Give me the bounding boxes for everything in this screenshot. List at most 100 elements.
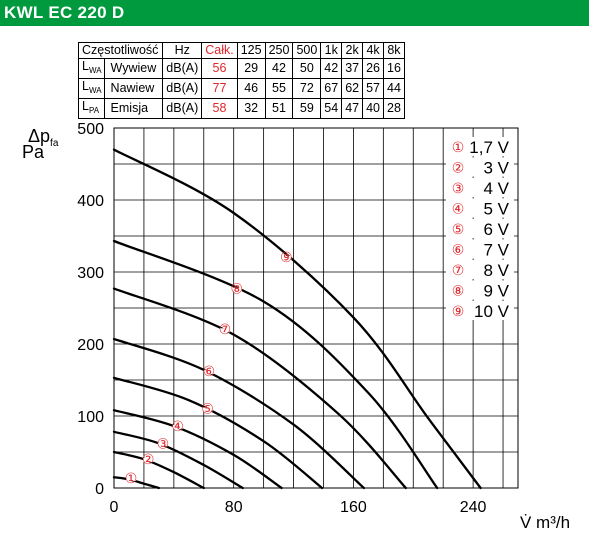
symbol-subscript: WA (88, 66, 102, 75)
series-marker-label: ① (125, 471, 138, 487)
axis-ticks: 0 100 200 300 400 500 0 80 160 240 (77, 121, 486, 516)
y-axis-unit: Pa (22, 142, 45, 162)
legend-marker: ⑤ (452, 222, 465, 238)
y-tick-label: 500 (77, 121, 104, 138)
table-cell: 44 (383, 78, 405, 99)
marker-backdrop (157, 442, 168, 447)
table-cell: 51 (264, 98, 294, 119)
series-curve (112, 430, 244, 490)
legend-backdrop (446, 280, 514, 300)
x-tick-label: 240 (460, 499, 487, 516)
series-marker-label: ④ (171, 419, 184, 435)
marker-backdrop (219, 328, 230, 333)
series-curve (112, 239, 439, 490)
symbol-text: L (82, 59, 89, 73)
legend-marker: ③ (452, 181, 465, 197)
legend-label: 9 V (483, 282, 509, 301)
symbol-text: L (82, 79, 89, 93)
marker-backdrop (143, 458, 154, 463)
legend-backdrop (446, 301, 514, 320)
y-tick-label: 0 (95, 481, 104, 498)
legend: ① 1,7 V② 3 V ③ 4 V ④ 5 V ⑤ 6 V ⑥ 7 V ⑦ 8 V ⑧ 9 V ⑨ 10 V (446, 137, 514, 321)
legend-label: 10 V (474, 302, 510, 321)
legend-backdrop (446, 239, 514, 259)
table-cell: 28 (383, 98, 405, 119)
table-cell: 32 (236, 98, 266, 119)
noise-table: Częstotliwość Hz Całk. 125 250 500 1k 2k… (77, 42, 405, 119)
table-cell: 62 (341, 78, 364, 99)
legend-marker: ⑦ (452, 263, 465, 279)
y-axis-label: Δpfa (28, 126, 59, 149)
marker-backdrop (202, 407, 213, 412)
table-cell: 54 (320, 98, 343, 119)
series-curve (112, 148, 482, 490)
y-tick-label: 200 (77, 337, 104, 354)
legend-marker: ④ (452, 202, 465, 218)
y-axis-label-text: Δp (28, 126, 50, 146)
legend-marker: ⑨ (452, 304, 465, 320)
legend-backdrop (446, 260, 514, 279)
symbol-subscript: WA (88, 86, 102, 95)
marker-backdrop (172, 424, 183, 429)
series-marker-label: ⑧ (231, 282, 244, 298)
table-cell: 40 (362, 98, 385, 119)
series-marker-label: ⑥ (203, 364, 216, 380)
y-axis-label-sub: fa (50, 138, 59, 149)
legend-backdrop (446, 178, 514, 197)
x-tick-label: 80 (225, 499, 243, 516)
table-cell-total: 77 (201, 78, 238, 99)
y-tick-label: 300 (77, 265, 104, 282)
page-title: KWL EC 220 D (4, 3, 125, 22)
series-curve (112, 287, 407, 490)
legend-backdrop (446, 137, 514, 156)
table-header-cell: 4k (362, 42, 385, 59)
legend-marker: ⑧ (452, 284, 465, 300)
legend-label: 7 V (483, 241, 509, 260)
table-cell: 59 (292, 98, 322, 119)
table-cell: 26 (362, 58, 385, 79)
table-header-cell: 2k (341, 42, 364, 59)
symbol-text: L (82, 99, 89, 113)
legend-label: 6 V (483, 220, 509, 239)
table-cell: 29 (236, 58, 266, 79)
legend-backdrop (446, 219, 514, 238)
series-curve (112, 476, 161, 490)
series-marker-label: ⑨ (280, 250, 293, 266)
legend-label: 5 V (483, 200, 509, 219)
marker-backdrop (203, 370, 214, 375)
table-cell: 67 (320, 78, 343, 99)
marker-backdrop (281, 255, 292, 260)
axis-labels: Δpfa Pa V̇ m³/h (22, 126, 570, 532)
table-header-row: Częstotliwość Hz Całk. 125 250 500 1k 2k… (77, 42, 405, 59)
legend-backdrop (446, 198, 514, 218)
series-marker-label: ③ (157, 436, 170, 452)
title-bar: KWL EC 220 D (0, 0, 589, 26)
series-curve (112, 450, 205, 490)
series-marker-label: ⑦ (219, 322, 232, 338)
series-marker-label: ② (142, 452, 155, 468)
table-cell-name: Emisja (103, 98, 164, 119)
legend-label: 8 V (483, 261, 509, 280)
legend-backdrop (446, 157, 514, 177)
table-row: LPA Emisja dB(A) 58 32 51 59 54 47 40 28 (78, 98, 405, 119)
y-tick-label: 100 (77, 409, 104, 426)
series-curve (112, 376, 324, 490)
series-marker-label: ⑤ (201, 401, 214, 417)
table-header-cell: 125 (236, 42, 266, 59)
legend-label: 4 V (483, 179, 509, 198)
table-cell-name: Wywiew (103, 58, 164, 79)
table-cell-total: 56 (201, 58, 238, 79)
x-tick-label: 160 (340, 499, 367, 516)
marker-backdrop (126, 476, 137, 481)
x-axis-label: V̇ m³/h (520, 513, 570, 532)
table-row: LWA Nawiew dB(A) 77 46 55 72 67 62 57 44 (78, 78, 405, 99)
legend-marker: ② (452, 161, 465, 177)
series-curve (112, 337, 366, 490)
table-cell-total: 58 (201, 98, 238, 119)
series-curve (112, 409, 283, 490)
table-header-cell: 250 (264, 42, 294, 59)
legend-marker: ⑥ (452, 243, 465, 259)
legend-label: 1,7 V (469, 138, 509, 157)
